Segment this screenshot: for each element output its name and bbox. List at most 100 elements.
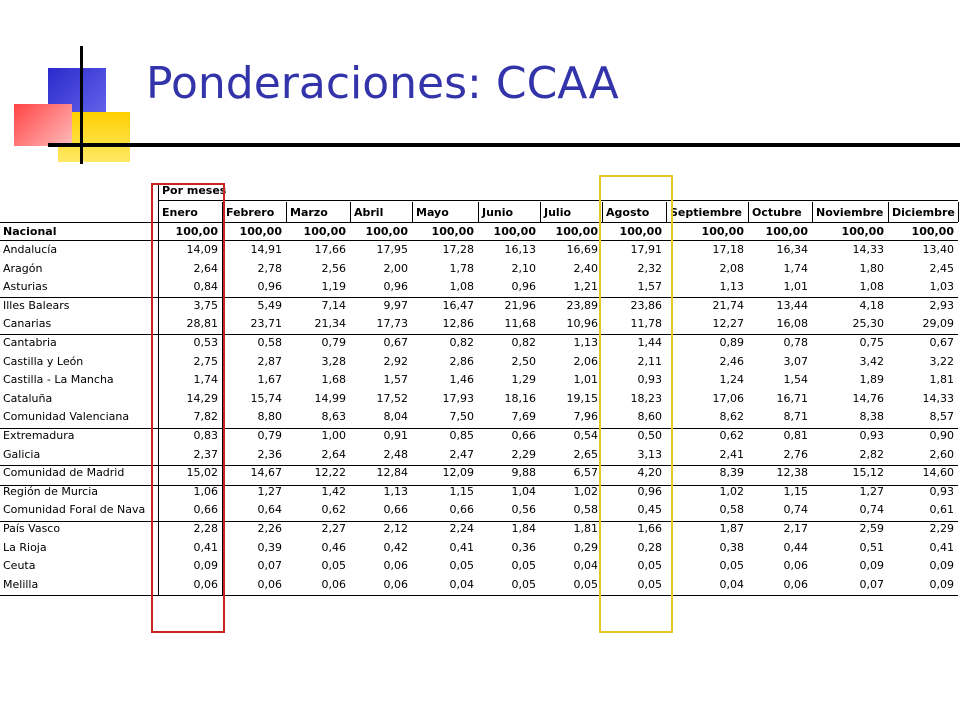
- row-label: Asturias: [3, 280, 48, 294]
- cell-value: 25,30: [852, 317, 885, 331]
- table-rule: [0, 465, 958, 466]
- cell-value: 0,85: [449, 429, 475, 442]
- cell-value: 0,84: [193, 280, 219, 294]
- cell-value: 0,74: [859, 503, 885, 517]
- cell-value: 1,19: [321, 280, 347, 294]
- cell-value: 0,05: [719, 559, 745, 573]
- cell-value: 2,00: [383, 261, 409, 275]
- cell-value: 12,86: [442, 317, 475, 331]
- cell-value: 0,81: [783, 429, 809, 442]
- row-label: Nacional: [3, 225, 57, 238]
- cell-value: 0,05: [511, 577, 537, 591]
- cell-value: 21,34: [314, 317, 347, 331]
- row-label: Melilla: [3, 577, 39, 591]
- cell-value: 8,63: [321, 410, 347, 424]
- cell-value: 8,80: [257, 410, 283, 424]
- cell-value: 11,68: [504, 317, 537, 331]
- cell-value: 17,93: [442, 391, 475, 405]
- cell-value: 12,27: [712, 317, 745, 331]
- cell-value: 11,78: [630, 317, 663, 331]
- cell-value: 1,15: [783, 484, 809, 498]
- month-header: Septiembre: [670, 206, 742, 219]
- cell-value: 2,41: [719, 447, 745, 461]
- cell-value: 0,06: [783, 559, 809, 573]
- row-label: Comunidad Foral de Nava: [3, 503, 146, 517]
- cell-value: 100,00: [175, 225, 218, 238]
- cell-value: 0,28: [637, 540, 663, 554]
- cell-value: 9,97: [383, 298, 409, 312]
- cell-value: 0,04: [573, 559, 599, 573]
- cell-value: 1,81: [929, 373, 955, 387]
- cell-value: 0,93: [637, 373, 663, 387]
- cell-value: 2,45: [929, 261, 955, 275]
- cell-value: 16,47: [442, 298, 475, 312]
- cell-value: 1,54: [783, 373, 809, 387]
- month-header-divider: [888, 202, 889, 222]
- month-header: Enero: [162, 206, 198, 219]
- cell-value: 0,41: [193, 540, 219, 554]
- cell-value: 0,62: [321, 503, 347, 517]
- cell-value: 3,75: [193, 298, 219, 312]
- cell-value: 16,69: [566, 243, 599, 256]
- cell-value: 0,05: [573, 577, 599, 591]
- cell-value: 0,64: [257, 503, 283, 517]
- cell-value: 0,93: [859, 429, 885, 442]
- cell-value: 0,09: [929, 559, 955, 573]
- cell-value: 3,22: [929, 354, 955, 368]
- cell-value: 0,45: [637, 503, 663, 517]
- cell-value: 8,60: [637, 410, 663, 424]
- cell-value: 0,66: [511, 429, 537, 442]
- cell-value: 0,75: [859, 336, 885, 349]
- cell-value: 0,05: [511, 559, 537, 573]
- cell-value: 0,66: [449, 503, 475, 517]
- cell-value: 0,06: [783, 577, 809, 591]
- row-label: Galicia: [3, 447, 41, 461]
- month-header-divider: [286, 202, 287, 222]
- table-rule: [0, 521, 958, 522]
- cell-value: 3,13: [637, 447, 663, 461]
- month-header: Julio: [544, 206, 572, 219]
- cell-value: 0,09: [929, 577, 955, 591]
- month-header: Diciembre: [892, 206, 955, 219]
- cell-value: 16,34: [776, 243, 809, 256]
- cell-value: 0,09: [193, 559, 219, 573]
- cell-value: 0,51: [859, 540, 885, 554]
- cell-value: 4,18: [859, 298, 885, 312]
- highlight-enero-column: [151, 183, 225, 633]
- cell-value: 14,60: [922, 466, 955, 480]
- cell-value: 14,67: [250, 466, 283, 480]
- row-label: Andalucía: [3, 243, 58, 256]
- cell-value: 3,07: [783, 354, 809, 368]
- cell-value: 0,83: [193, 429, 219, 442]
- month-header-divider: [478, 202, 479, 222]
- month-header-divider: [412, 202, 413, 222]
- cell-value: 7,69: [511, 410, 537, 424]
- first-column-divider: [158, 184, 159, 596]
- cell-value: 1,68: [321, 373, 347, 387]
- cell-value: 0,04: [449, 577, 475, 591]
- cell-value: 7,50: [449, 410, 475, 424]
- table-rule: [0, 240, 958, 241]
- cell-value: 15,74: [250, 391, 283, 405]
- month-header: Junio: [482, 206, 514, 219]
- cell-value: 5,49: [257, 298, 283, 312]
- cell-value: 12,22: [314, 466, 347, 480]
- cell-value: 2,93: [929, 298, 955, 312]
- cell-value: 14,33: [922, 391, 955, 405]
- cell-value: 0,05: [637, 559, 663, 573]
- row-label: Cantabria: [3, 336, 57, 349]
- table-rule: [0, 334, 958, 335]
- cell-value: 1,81: [573, 522, 599, 535]
- cell-value: 0,67: [383, 336, 409, 349]
- row-label: Comunidad Valenciana: [3, 410, 130, 424]
- cell-value: 1,24: [719, 373, 745, 387]
- cell-value: 1,80: [859, 261, 885, 275]
- cell-value: 14,91: [250, 243, 283, 256]
- cell-value: 17,66: [314, 243, 347, 256]
- cell-value: 1,87: [719, 522, 745, 535]
- cell-value: 0,66: [383, 503, 409, 517]
- cell-value: 6,57: [573, 466, 599, 480]
- cell-value: 0,50: [637, 429, 663, 442]
- cell-value: 4,20: [637, 466, 663, 480]
- cell-value: 0,05: [637, 577, 663, 591]
